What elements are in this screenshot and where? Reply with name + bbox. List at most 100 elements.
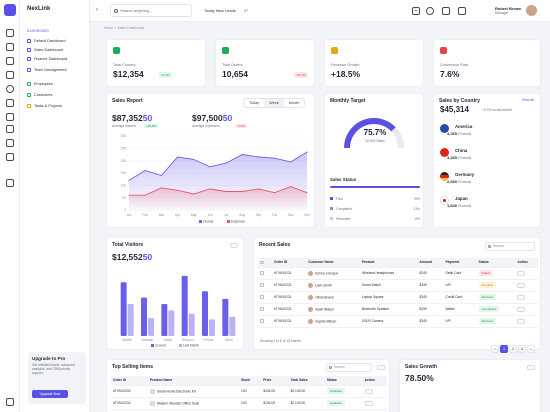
tab-month[interactable]: Month [288, 101, 300, 105]
theme-icon[interactable] [426, 7, 434, 15]
status-badge: Completed [478, 306, 500, 312]
table-row[interactable]: #TXN10231 Noah Wilson Bluetooth Speaker $29… [258, 303, 538, 316]
sidebar-item-tasks-projects[interactable]: Tasks & Projects [27, 102, 62, 110]
category-label: Other [225, 338, 234, 342]
search-input[interactable]: Search anything... [110, 4, 192, 17]
sidebar-item-sales-dashboard[interactable]: Sales Dashboard [27, 46, 63, 54]
usa-flag-icon [440, 124, 449, 133]
sidebar-item-team-management[interactable]: Team Management [27, 66, 67, 74]
recent-sales-search[interactable]: Search [485, 242, 535, 251]
legend-label: Income [203, 220, 214, 224]
wallet-icon[interactable] [6, 139, 14, 147]
table-row[interactable]: #TXN10232 Modern Wooden Office Desk 100 $13… [111, 397, 387, 410]
status-bar [330, 186, 420, 188]
range-tabs: Today Week Month [243, 98, 306, 108]
data-point [290, 186, 292, 188]
sidebar-item-finance-dashboard[interactable]: Finance Dashboard [27, 55, 67, 63]
prev-page-button[interactable]: ‹ [491, 345, 499, 353]
users-icon[interactable] [6, 71, 14, 79]
row-checkbox[interactable] [260, 307, 264, 311]
row-checkbox[interactable] [260, 295, 264, 299]
row-action-button[interactable]: ··· [517, 318, 526, 324]
settings-icon[interactable] [6, 85, 14, 93]
sidebar-item-default-dashboard[interactable]: Default Dashboard [27, 37, 66, 45]
table-row[interactable]: #TXN10231 Sophia Wilson DSLR Camera $349 UPI… [258, 315, 538, 328]
row-action-button[interactable]: ··· [517, 270, 526, 276]
table-row[interactable]: #TXN10232 Smart Home Electronic Kit 130 $13… [111, 385, 387, 398]
settings-icon[interactable] [458, 7, 466, 15]
chart-icon[interactable] [6, 99, 14, 107]
stat-card-total-country: Total Country $12,354 +0.4% [106, 39, 206, 87]
product-thumb [149, 400, 155, 406]
x-tick-label: Apr [175, 213, 181, 217]
series-area-expenses [129, 186, 307, 210]
row-action-button[interactable]: ··· [517, 282, 526, 288]
row-checkbox[interactable] [260, 283, 264, 287]
row-checkbox[interactable] [260, 319, 264, 323]
top-bar: ‹ Search anything... Today New Leads 27 +… [90, 0, 550, 22]
bar-current [222, 298, 229, 336]
upgrade-button[interactable]: Upgrade Now [32, 390, 68, 398]
gauge-fill [344, 118, 396, 149]
sales-status-title: Sales Status [330, 177, 357, 182]
more-options-button[interactable]: ··· [377, 365, 385, 370]
sidebar-item-customers[interactable]: Customers [27, 91, 52, 99]
row-action-button[interactable]: ··· [364, 388, 373, 394]
sidebar-item-employees[interactable]: Employees [27, 80, 53, 88]
add-icon[interactable]: + [412, 7, 420, 15]
data-point [209, 188, 211, 190]
add-icon[interactable] [6, 179, 14, 187]
sidebar: NexLink DASHBOARD Default Dashboard Sale… [20, 0, 90, 412]
calendar-icon[interactable] [6, 57, 14, 65]
data-point [193, 193, 195, 195]
tab-week[interactable]: Week [264, 99, 284, 107]
view-all-link[interactable]: View All [521, 98, 534, 102]
bell-icon[interactable] [6, 113, 14, 121]
y-tick-label: 200 [121, 159, 127, 163]
avatar[interactable] [526, 5, 537, 16]
breadcrumb: Home > Sales Dashboard [104, 26, 145, 30]
y-tick-label: 0 [124, 208, 126, 212]
page-button[interactable]: 2 [509, 345, 517, 353]
country-total: $45,314 [440, 105, 469, 114]
search-icon [114, 9, 118, 13]
user-name[interactable]: Robert Brown Manager [495, 6, 522, 15]
collapse-icon[interactable]: ‹ [96, 7, 98, 13]
x-tick-label: Jan [126, 213, 131, 217]
row-checkbox[interactable] [260, 271, 264, 275]
home-icon[interactable] [6, 29, 14, 37]
status-badge: +0.4% [159, 72, 172, 78]
card-title: Monthly Target [330, 98, 366, 104]
logout-icon[interactable] [6, 398, 14, 406]
table-row[interactable]: #TXN10231 Liam Smith Smart Watch $349 UPI Pen… [258, 279, 538, 292]
y-tick-label: 150 [121, 171, 127, 175]
page-button[interactable]: 1 [500, 345, 508, 353]
x-tick-label: Sep [256, 213, 262, 217]
tab-today[interactable]: Today [249, 101, 260, 105]
status-badge: Failed [478, 270, 493, 276]
stats-icon[interactable] [6, 153, 14, 161]
more-options-button[interactable]: ··· [230, 243, 238, 248]
page-button[interactable]: 3 [518, 345, 526, 353]
report-icon[interactable] [6, 125, 14, 133]
layers-icon[interactable] [6, 43, 14, 51]
status-row-paid: Paid 75% [330, 197, 420, 201]
row-action-button[interactable]: ··· [517, 306, 526, 312]
table-row[interactable]: #TXN10231 Emma Johnson Wireless Headphones… [258, 267, 538, 280]
row-action-button[interactable]: ··· [517, 294, 526, 300]
row-action-button[interactable]: ··· [364, 400, 373, 406]
income-badge: +15.6% [144, 124, 159, 128]
select-all-checkbox[interactable] [260, 260, 264, 265]
legend-label: Expenses [231, 220, 245, 224]
data-point [128, 179, 130, 181]
next-page-button[interactable]: › [527, 345, 535, 353]
status-row-refunded: Refunded 8% [330, 217, 420, 221]
category-label: iPhone [204, 338, 214, 342]
table-row[interactable]: #TXN10231 Olivia Brown Laptop Square $349 Cr… [258, 291, 538, 304]
top-selling-search[interactable]: Search [326, 363, 372, 372]
category-label: Desktop [142, 338, 154, 342]
notification-icon[interactable] [442, 7, 450, 15]
more-options-button[interactable]: ··· [527, 365, 535, 370]
x-tick-label: Oct [272, 213, 277, 217]
sales-report-card: Sales Report Today Week Month $87,35250 … [106, 93, 315, 228]
